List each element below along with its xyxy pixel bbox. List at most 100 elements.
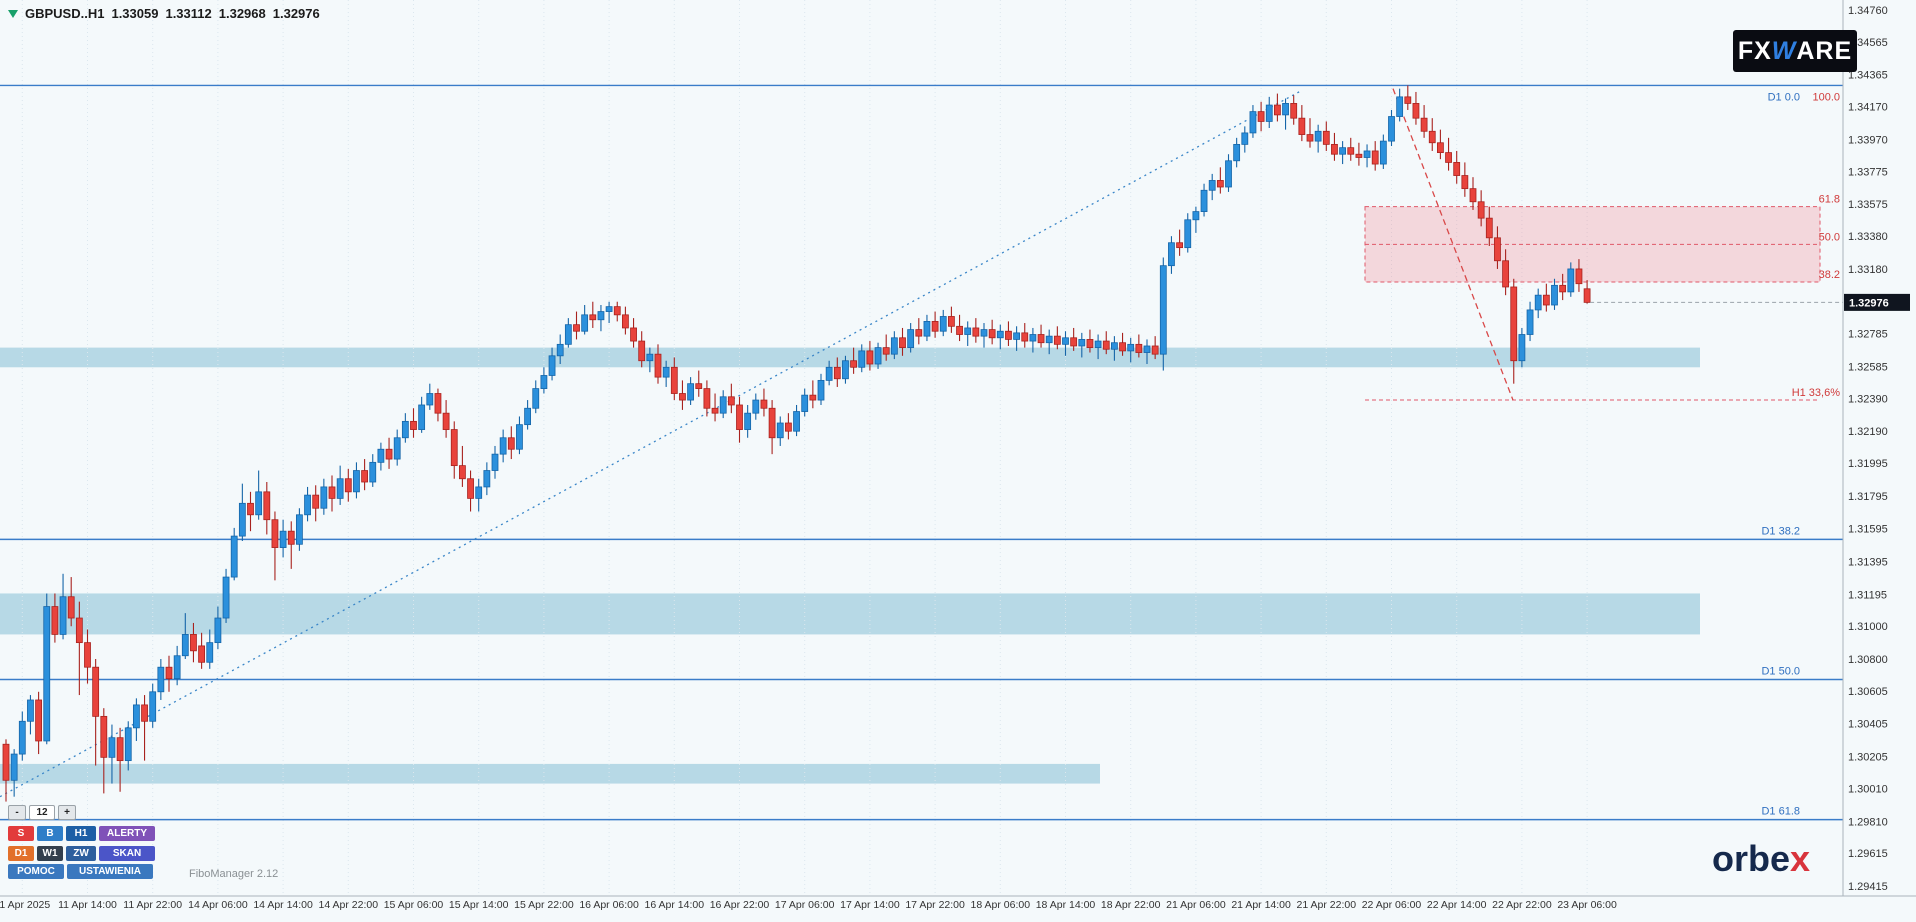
ohlc-high: 1.33112: [165, 6, 212, 21]
candle: [564, 318, 572, 348]
zoom-increase-button[interactable]: +: [58, 805, 76, 820]
candle: [1502, 249, 1509, 296]
candle: [1143, 339, 1151, 365]
buy-button[interactable]: B: [37, 826, 63, 841]
ohlc-close: 1.32976: [272, 6, 320, 21]
scan-button[interactable]: SKAN: [99, 846, 155, 861]
candle: [84, 629, 91, 684]
candle: [1559, 273, 1567, 301]
candle: [263, 482, 271, 535]
candle: [1062, 331, 1069, 356]
sell-button[interactable]: S: [8, 826, 34, 841]
current-price-tag: [1844, 293, 1910, 311]
alerts-button[interactable]: ALERTY: [99, 826, 155, 841]
candle: [59, 573, 67, 640]
d1-fibo-levels: D1 0.0 100.0 D1 38.2 D1 50.0 D1 61.8: [0, 84, 1843, 821]
candle: [1388, 109, 1395, 147]
price-tick: 1.34170: [1848, 102, 1888, 114]
time-label: 11 Apr 14:00: [58, 899, 117, 911]
candle: [980, 323, 988, 348]
zone-band[interactable]: [0, 763, 1100, 784]
candle: [27, 695, 34, 735]
candle: [1216, 167, 1224, 194]
candle: [491, 445, 499, 479]
zone-band[interactable]: [0, 593, 1700, 635]
candle: [51, 593, 59, 643]
fib-level-label: 50.0: [1819, 231, 1840, 243]
candle: [670, 357, 678, 401]
settings-button[interactable]: USTAWIENIA: [67, 864, 153, 879]
candle: [442, 400, 450, 438]
timeframe-d1-button[interactable]: D1: [8, 846, 34, 861]
candle: [1111, 336, 1118, 361]
time-label: 17 Apr 22:00: [905, 899, 965, 911]
time-axis[interactable]: 11 Apr 2025 11 Apr 14:00 11 Apr 22:00 14 Ap…: [0, 899, 1617, 911]
candle: [850, 347, 857, 374]
price-tick: 1.34365: [1848, 70, 1888, 82]
candle: [206, 629, 214, 669]
candle: [483, 462, 491, 496]
candle: [1322, 121, 1330, 151]
candle: [385, 437, 393, 469]
candle: [100, 708, 108, 794]
ascending-trendline[interactable]: [0, 89, 1303, 798]
candle: [524, 400, 531, 430]
supply-demand-zones: [0, 347, 1700, 784]
d1-level-label: D1 0.0: [1768, 91, 1800, 103]
time-label: 16 Apr 06:00: [579, 899, 639, 911]
candle: [1428, 118, 1436, 151]
candle: [336, 465, 344, 505]
candle: [393, 429, 401, 466]
zoom-decrease-button[interactable]: -: [8, 805, 26, 820]
time-label: 18 Apr 22:00: [1101, 899, 1161, 911]
candle: [401, 413, 409, 443]
descending-projection-line[interactable]: [1392, 88, 1514, 401]
candle: [426, 383, 434, 410]
candle: [1102, 331, 1110, 355]
timeframe-w1-button[interactable]: W1: [37, 846, 63, 861]
fib-100-label: 100.0: [1812, 91, 1840, 103]
help-button[interactable]: POMOC: [8, 864, 64, 879]
candle: [719, 390, 727, 419]
price-tick: 1.32585: [1848, 361, 1888, 373]
candle: [1151, 336, 1159, 360]
candle: [222, 568, 230, 623]
indicator-version: FiboManager 2.12: [189, 868, 279, 880]
candle: [679, 380, 686, 410]
candle: [1176, 229, 1183, 256]
time-label: 15 Apr 22:00: [514, 899, 574, 911]
candle: [785, 413, 792, 440]
price-tick: 1.30405: [1848, 719, 1888, 731]
period-value-button[interactable]: 12: [29, 805, 55, 820]
candle: [1420, 105, 1428, 138]
candle: [890, 331, 898, 360]
fib-level-label: 38.2: [1819, 269, 1840, 281]
candle: [597, 305, 605, 332]
timeframe-h1-button[interactable]: H1: [66, 826, 96, 841]
price-axis[interactable]: 1.34760 1.34565 1.34365 1.34170 1.33970 1.337…: [1848, 5, 1888, 893]
price-tick: 1.34760: [1848, 5, 1888, 17]
d1-level-label: D1 61.8: [1761, 806, 1800, 818]
price-tick: 1.33775: [1848, 166, 1888, 178]
zone-band[interactable]: [0, 347, 1700, 368]
candle: [956, 314, 963, 342]
candle: [1379, 134, 1387, 169]
candle: [801, 388, 809, 417]
candles-series[interactable]: [2, 85, 1591, 802]
candle: [198, 632, 206, 669]
candle: [842, 355, 849, 384]
price-tick: 1.34565: [1848, 37, 1888, 49]
candle: [1583, 280, 1591, 304]
time-label: 22 Apr 06:00: [1362, 899, 1422, 911]
candle: [1029, 327, 1037, 353]
close-zw-button[interactable]: ZW: [66, 846, 96, 861]
grid: [21, 0, 1588, 896]
candle: [287, 521, 295, 569]
candle: [1469, 177, 1477, 210]
candle: [116, 727, 124, 792]
fxware-logo-w: W: [1771, 36, 1797, 65]
candle: [727, 383, 735, 414]
fxware-logo-fx: FX: [1737, 36, 1772, 65]
candle: [573, 311, 580, 340]
